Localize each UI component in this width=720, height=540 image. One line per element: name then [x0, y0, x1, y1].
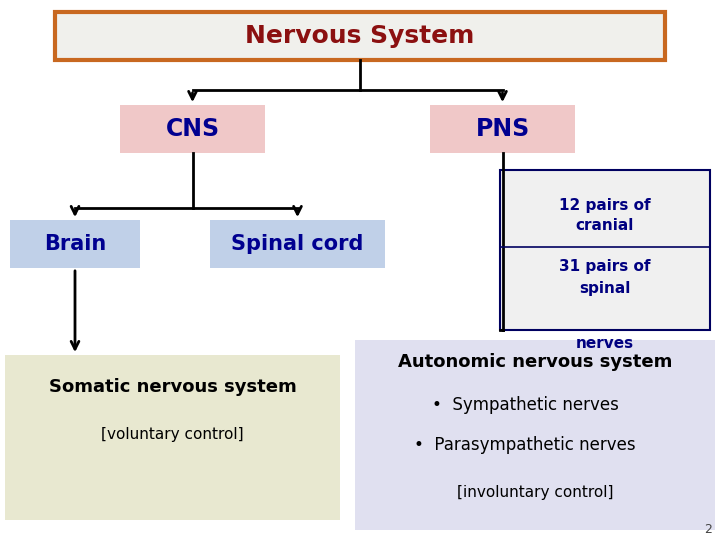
- Bar: [55, 12, 665, 60]
- Bar: [210, 220, 385, 268]
- Text: spinal: spinal: [580, 281, 631, 296]
- Text: 12 pairs of: 12 pairs of: [559, 198, 651, 213]
- Text: PNS: PNS: [475, 117, 530, 141]
- Text: [involuntary control]: [involuntary control]: [456, 484, 613, 500]
- Text: CNS: CNS: [166, 117, 220, 141]
- Text: •  Sympathetic nerves: • Sympathetic nerves: [431, 396, 618, 414]
- Bar: [10, 220, 140, 268]
- Bar: [500, 170, 710, 330]
- Text: Brain: Brain: [44, 234, 106, 254]
- Text: Spinal cord: Spinal cord: [231, 234, 364, 254]
- Bar: [430, 105, 575, 153]
- Text: Somatic nervous system: Somatic nervous system: [49, 378, 297, 396]
- Text: nerves: nerves: [576, 336, 634, 352]
- Text: 2: 2: [704, 523, 712, 536]
- Text: 31 pairs of: 31 pairs of: [559, 259, 651, 273]
- Text: [voluntary control]: [voluntary control]: [102, 428, 244, 442]
- Text: cranial: cranial: [576, 219, 634, 233]
- Text: Nervous System: Nervous System: [246, 24, 474, 48]
- Bar: [120, 105, 265, 153]
- Bar: [5, 355, 340, 520]
- Text: •  Parasympathetic nerves: • Parasympathetic nerves: [414, 436, 636, 454]
- Text: Autonomic nervous system: Autonomic nervous system: [398, 353, 672, 371]
- Bar: [355, 340, 715, 530]
